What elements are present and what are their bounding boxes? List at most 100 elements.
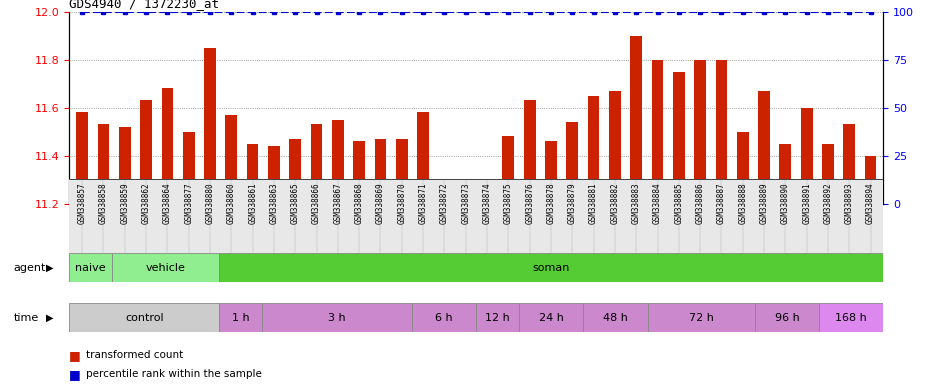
Text: GSM338884: GSM338884 bbox=[653, 182, 662, 224]
Text: GDS4940 / 1372230_at: GDS4940 / 1372230_at bbox=[69, 0, 219, 10]
Text: GSM338882: GSM338882 bbox=[610, 182, 620, 224]
Text: GSM338871: GSM338871 bbox=[419, 182, 427, 224]
Bar bbox=[375, 139, 387, 204]
Bar bbox=[566, 122, 578, 204]
Text: percentile rank within the sample: percentile rank within the sample bbox=[86, 369, 262, 379]
Bar bbox=[584, 303, 647, 332]
Bar bbox=[268, 146, 279, 204]
Bar bbox=[262, 303, 413, 332]
Bar bbox=[755, 303, 820, 332]
Bar bbox=[141, 100, 152, 204]
Text: GSM338889: GSM338889 bbox=[759, 182, 769, 224]
Text: GSM338867: GSM338867 bbox=[333, 182, 342, 224]
Bar bbox=[219, 253, 883, 282]
Bar bbox=[162, 88, 173, 204]
Bar bbox=[820, 303, 883, 332]
Text: GSM338873: GSM338873 bbox=[462, 182, 470, 224]
Bar bbox=[119, 127, 130, 204]
Bar bbox=[865, 156, 877, 204]
Bar bbox=[438, 189, 450, 204]
Text: ■: ■ bbox=[69, 368, 81, 381]
Bar bbox=[69, 253, 112, 282]
Text: 24 h: 24 h bbox=[539, 313, 563, 323]
Text: GSM338887: GSM338887 bbox=[717, 182, 726, 224]
Text: control: control bbox=[125, 313, 164, 323]
Bar bbox=[695, 60, 706, 204]
Text: ▶: ▶ bbox=[46, 313, 54, 323]
Bar bbox=[396, 139, 408, 204]
Text: time: time bbox=[14, 313, 39, 323]
Text: GSM338880: GSM338880 bbox=[205, 182, 215, 224]
Bar bbox=[226, 115, 237, 204]
Text: GSM338888: GSM338888 bbox=[738, 182, 747, 224]
Bar bbox=[76, 113, 88, 204]
Bar bbox=[519, 303, 584, 332]
Text: GSM338861: GSM338861 bbox=[248, 182, 257, 224]
Text: GSM338857: GSM338857 bbox=[78, 182, 87, 224]
Bar bbox=[801, 108, 812, 204]
Text: vehicle: vehicle bbox=[146, 263, 186, 273]
Bar bbox=[112, 253, 219, 282]
Text: GSM338886: GSM338886 bbox=[696, 182, 705, 224]
Bar bbox=[822, 144, 833, 204]
Bar bbox=[630, 36, 642, 204]
Bar bbox=[460, 199, 472, 204]
Text: GSM338862: GSM338862 bbox=[142, 182, 151, 224]
Text: soman: soman bbox=[533, 263, 570, 273]
Text: GSM338881: GSM338881 bbox=[589, 182, 598, 224]
Text: naive: naive bbox=[76, 263, 106, 273]
Bar bbox=[219, 303, 262, 332]
Text: GSM338864: GSM338864 bbox=[163, 182, 172, 224]
Bar bbox=[758, 91, 770, 204]
Bar bbox=[69, 303, 219, 332]
Text: GSM338860: GSM338860 bbox=[227, 182, 236, 224]
Bar bbox=[98, 124, 109, 204]
Bar bbox=[648, 303, 755, 332]
Bar bbox=[609, 91, 621, 204]
Bar bbox=[673, 71, 684, 204]
Bar bbox=[476, 303, 519, 332]
Bar bbox=[524, 100, 536, 204]
Bar bbox=[413, 303, 476, 332]
Text: GSM338875: GSM338875 bbox=[504, 182, 512, 224]
Text: GSM338869: GSM338869 bbox=[376, 182, 385, 224]
Text: 12 h: 12 h bbox=[486, 313, 511, 323]
Text: 72 h: 72 h bbox=[689, 313, 714, 323]
Text: GSM338858: GSM338858 bbox=[99, 182, 108, 224]
Text: 168 h: 168 h bbox=[835, 313, 867, 323]
Bar bbox=[247, 144, 258, 204]
Text: GSM338868: GSM338868 bbox=[354, 182, 364, 224]
Text: GSM338859: GSM338859 bbox=[120, 182, 130, 224]
Text: GSM338872: GSM338872 bbox=[440, 182, 449, 224]
Bar bbox=[290, 139, 302, 204]
Bar bbox=[417, 113, 429, 204]
Text: 6 h: 6 h bbox=[436, 313, 453, 323]
Text: GSM338894: GSM338894 bbox=[866, 182, 875, 224]
Text: GSM338891: GSM338891 bbox=[802, 182, 811, 224]
Text: GSM338866: GSM338866 bbox=[312, 182, 321, 224]
Bar bbox=[844, 124, 855, 204]
Text: 3 h: 3 h bbox=[328, 313, 346, 323]
Text: 96 h: 96 h bbox=[774, 313, 799, 323]
Bar bbox=[716, 60, 727, 204]
Bar bbox=[587, 96, 599, 204]
Text: GSM338893: GSM338893 bbox=[845, 182, 854, 224]
Text: GSM338874: GSM338874 bbox=[483, 182, 491, 224]
Bar bbox=[204, 48, 216, 204]
Text: GSM338890: GSM338890 bbox=[781, 182, 790, 224]
Bar bbox=[651, 60, 663, 204]
Text: 1 h: 1 h bbox=[232, 313, 250, 323]
Text: GSM338892: GSM338892 bbox=[823, 182, 832, 224]
Bar bbox=[311, 124, 323, 204]
Text: agent: agent bbox=[14, 263, 46, 273]
Bar bbox=[780, 144, 791, 204]
Bar bbox=[545, 141, 557, 204]
Text: GSM338878: GSM338878 bbox=[547, 182, 555, 224]
Text: ▶: ▶ bbox=[46, 263, 54, 273]
Bar bbox=[332, 119, 344, 204]
Bar bbox=[502, 136, 514, 204]
Text: GSM338870: GSM338870 bbox=[398, 182, 406, 224]
Bar bbox=[183, 132, 194, 204]
Text: GSM338865: GSM338865 bbox=[290, 182, 300, 224]
Text: GSM338883: GSM338883 bbox=[632, 182, 641, 224]
